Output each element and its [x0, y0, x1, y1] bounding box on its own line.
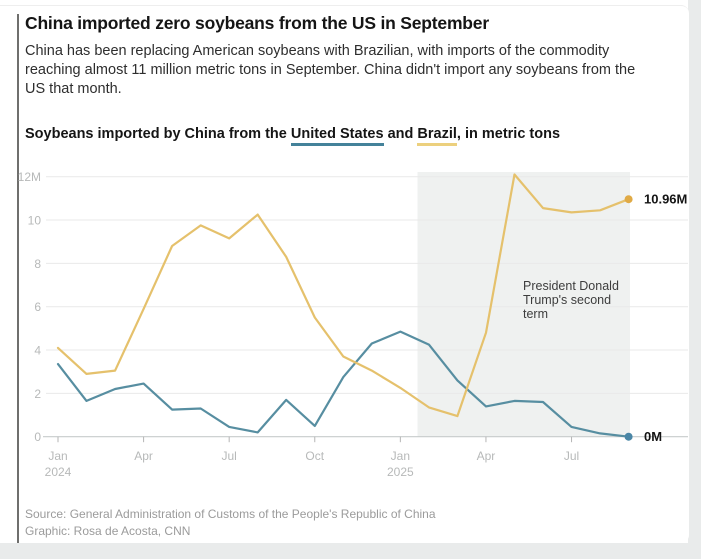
x-axis-label: Oct: [305, 449, 324, 463]
y-axis-label: 2: [34, 387, 41, 401]
brazil-line: [56, 173, 630, 418]
trump-term-annotation: President Donald: [523, 279, 619, 293]
us-line: [56, 330, 630, 438]
article-description: China has been replacing American soybea…: [25, 42, 685, 99]
description-line: reaching almost 11 million metric tons i…: [25, 62, 636, 78]
page-background-bottom: [0, 543, 701, 559]
x-axis-label: Jan: [48, 449, 67, 463]
x-axis-label: Apr: [477, 449, 496, 463]
brazil-end-value-label: 10.96M: [644, 192, 687, 207]
x-axis-label: Apr: [134, 449, 153, 463]
embed-left-border: [17, 14, 19, 543]
line-chart: 0 2 4 6 8 10 12M Jan 2024 Apr Jul Oct Jan 2025 Apr Jul P…: [18, 170, 688, 479]
x-axis-label: Jul: [564, 449, 579, 463]
trump-term-shaded-region: [417, 172, 631, 437]
chart-footer: Source: General Administration of Custom…: [25, 506, 665, 540]
description-line: US that month.: [25, 81, 122, 97]
y-axis-label: 8: [34, 257, 41, 271]
credit-line: Graphic: Rosa de Acosta, CNN: [25, 524, 191, 538]
trump-term-annotation: Trump's second: [523, 293, 611, 307]
x-axis-label: Jan: [391, 449, 410, 463]
x-axis-year-label: 2024: [45, 465, 72, 479]
x-axis-label: Jul: [222, 449, 237, 463]
chart-title: Soybeans imported by China from the Unit…: [25, 126, 685, 146]
chart-title-text: , in metric tons: [456, 126, 561, 142]
article-title: China imported zero soybeans from the US…: [25, 13, 489, 33]
us-series-key: United States: [290, 126, 384, 146]
y-axis-label: 12M: [18, 170, 41, 184]
chart-title-text: Soybeans imported by China from the: [25, 126, 291, 142]
y-axis-label: 0: [34, 430, 41, 444]
us-end-dot: [624, 432, 633, 441]
y-axis-label: 4: [34, 344, 41, 358]
source-line: Source: General Administration of Custom…: [25, 507, 436, 521]
trump-term-annotation: term: [523, 307, 548, 321]
y-axis-label: 6: [34, 300, 41, 314]
page-background-right: [688, 0, 701, 559]
x-axis-year-label: 2025: [387, 465, 414, 479]
brazil-series-key: Brazil: [417, 126, 457, 146]
us-end-value-label: 0M: [644, 429, 662, 444]
brazil-end-dot: [624, 195, 633, 204]
y-axis-label: 10: [28, 214, 42, 228]
description-line: China has been replacing American soybea…: [25, 43, 610, 59]
chart-title-text: and: [383, 126, 418, 142]
